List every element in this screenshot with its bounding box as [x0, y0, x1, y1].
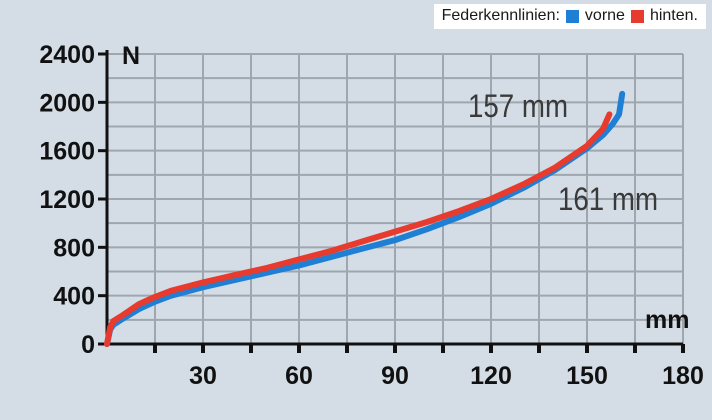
- legend-swatch-hinten: [630, 9, 644, 23]
- legend-label-hinten: hinten.: [649, 7, 698, 24]
- x-tick-label: 60: [285, 362, 313, 390]
- y-tick-label: 400: [53, 283, 95, 311]
- legend-swatch-vorne: [565, 9, 579, 23]
- x-tick-label: 180: [662, 362, 704, 390]
- y-tick-label: 2400: [39, 41, 95, 69]
- y-tick-label: 0: [81, 331, 95, 359]
- y-tick-label: 2000: [39, 89, 95, 117]
- y-tick-label: 1200: [39, 186, 95, 214]
- legend-label-vorne: vorne: [584, 7, 625, 24]
- annotation-161mm: 161 mm: [558, 181, 658, 217]
- axes: [98, 50, 685, 353]
- x-tick-label: 120: [470, 362, 512, 390]
- legend: Federkennlinien: vorne hinten.: [433, 4, 706, 29]
- y-tick-labels: 0 400 800 1200 1600 2000 2400: [39, 41, 95, 359]
- x-tick-label: 90: [381, 362, 409, 390]
- series-line-hinten: [104, 111, 613, 347]
- x-axis-label: mm: [645, 306, 689, 334]
- series-line-vorne: [104, 90, 626, 347]
- x-tick-labels: 30 60 90 120 150 180: [189, 362, 704, 390]
- grid: [107, 53, 684, 344]
- x-tick-label: 30: [189, 362, 217, 390]
- y-axis-label: N: [122, 42, 140, 70]
- legend-title: Federkennlinien:: [441, 7, 560, 24]
- x-tick-label: 150: [566, 362, 608, 390]
- series-lines: [104, 90, 626, 347]
- annotation-157mm: 157 mm: [468, 88, 568, 124]
- y-tick-label: 800: [53, 234, 95, 262]
- y-tick-label: 1600: [39, 138, 95, 166]
